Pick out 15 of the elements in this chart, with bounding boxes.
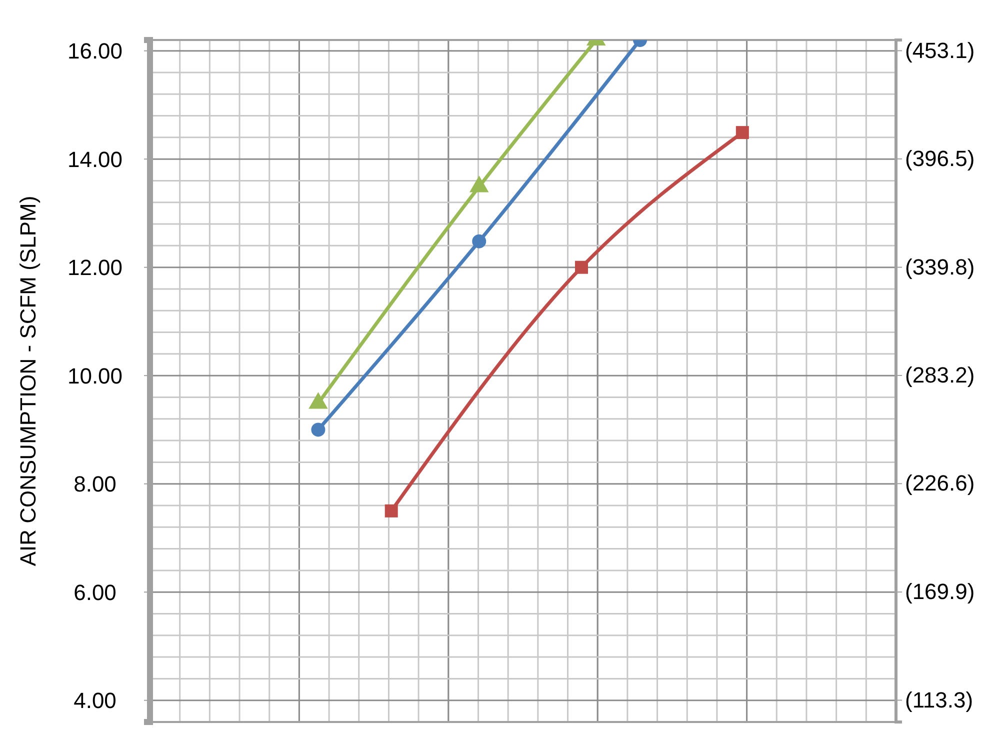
y2-tick-label: (396.5) (905, 146, 975, 171)
y-tick-label: 12.00 (67, 255, 123, 280)
y-tick-label: 6.00 (74, 580, 116, 605)
y-tick-label: 4.00 (74, 688, 116, 714)
y-tick-label: 16.00 (67, 38, 123, 64)
y2-tick-label: (113.3) (905, 687, 974, 712)
y2-tick-label: (339.8) (905, 254, 975, 280)
y-axis-title: AIR CONSUMPTION - SCFM (SLPM) (16, 196, 41, 566)
y-tick-label: 10.00 (67, 363, 123, 388)
y2-tick-label: (169.9) (905, 579, 975, 604)
y2-tick-label: (226.6) (905, 470, 975, 496)
y-tick-label: 14.00 (67, 146, 123, 172)
y-tick-label: 8.00 (74, 472, 116, 497)
y2-tick-label: (283.2) (905, 362, 975, 388)
y2-tick-label: (453.1) (905, 38, 975, 63)
